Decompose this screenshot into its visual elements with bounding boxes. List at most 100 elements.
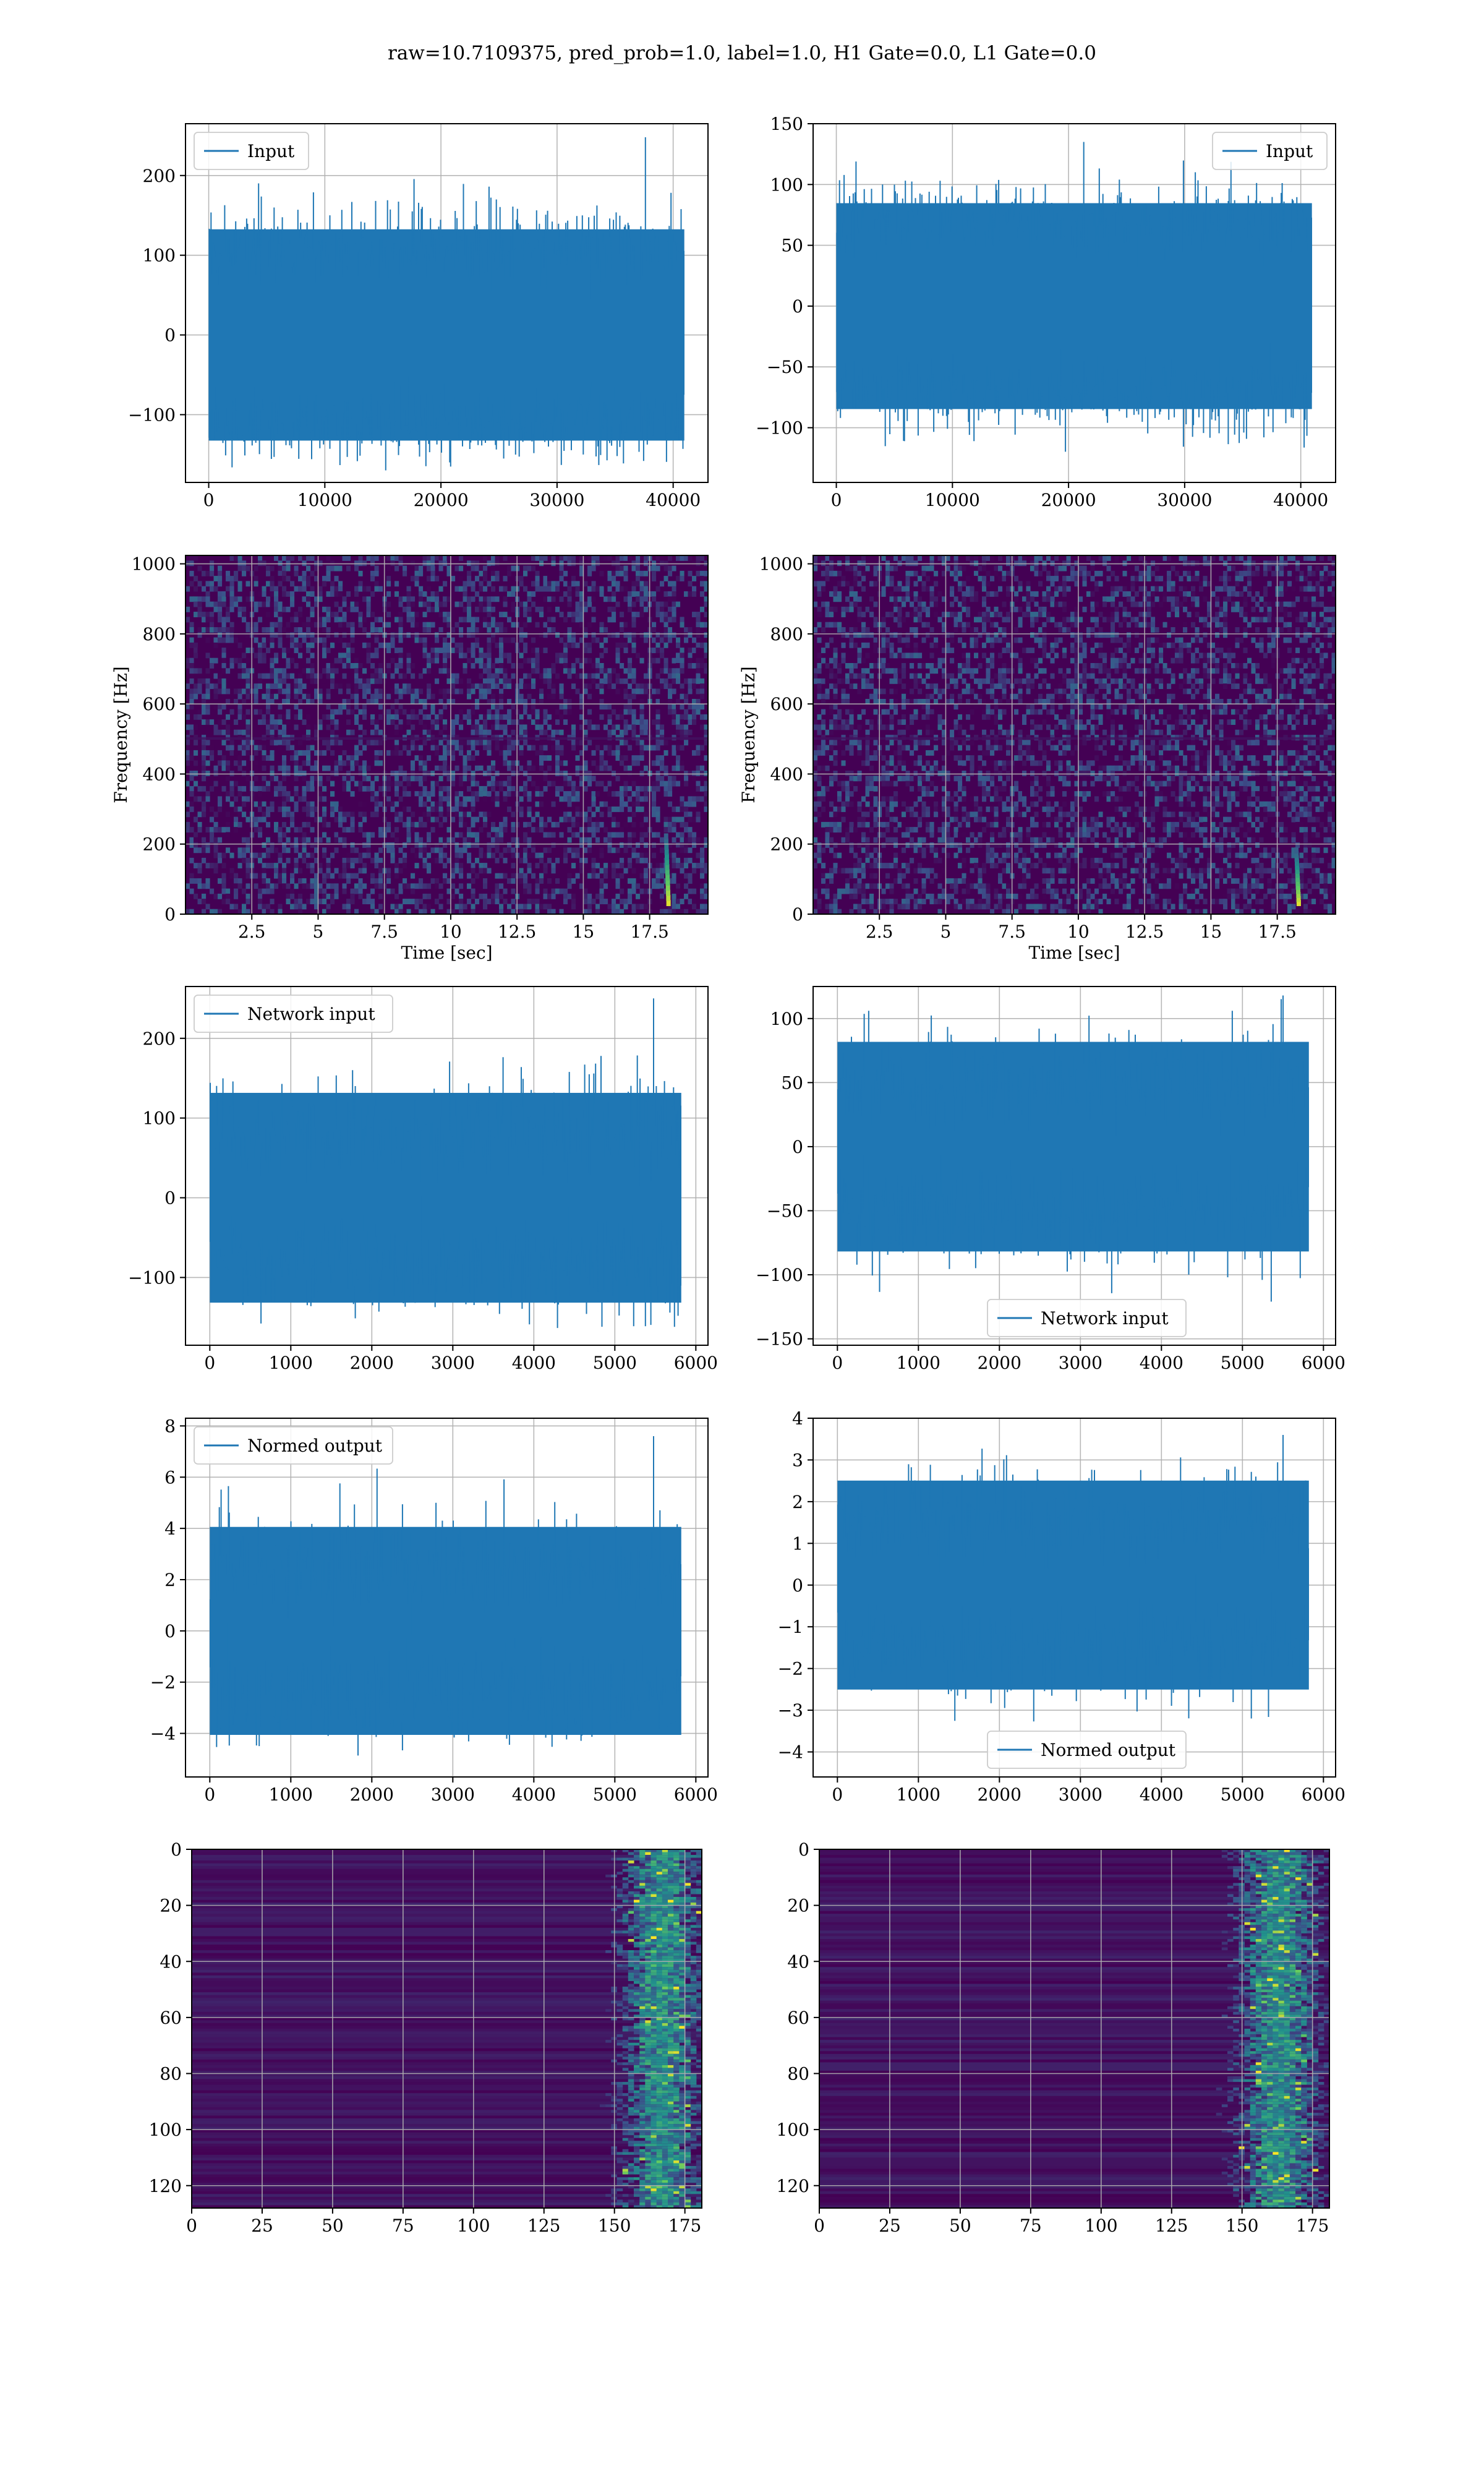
spectrogram-h1-cell	[205, 771, 210, 776]
spectrogram-l1-cell	[873, 811, 878, 818]
spectrogram-h1-cell	[503, 821, 508, 828]
spectrogram-l1-cell	[837, 678, 842, 684]
spectrogram-h1-cell	[197, 827, 202, 833]
spectrogram-h1-cell	[543, 893, 548, 899]
spectrogram-l1-cell	[885, 837, 890, 843]
spectrogram-l1-cell	[853, 868, 858, 874]
spectrogram-h1-cell	[459, 688, 464, 695]
spectrogram-h1-cell	[403, 821, 407, 828]
spectrogram-h1-cell	[595, 683, 600, 689]
spectrogram-h1-cell	[334, 637, 339, 643]
spectrogram-h1-cell	[330, 883, 335, 889]
spectrogram-h1-cell	[310, 785, 315, 792]
spectrogram-h1-cell	[487, 622, 492, 628]
spectrogram-h1-cell	[386, 842, 391, 848]
spectrogram-h1-chirp-cell	[664, 843, 669, 850]
spectrogram-h1-cell	[302, 596, 307, 602]
spectrogram-h1-cell	[483, 617, 488, 623]
spectrogram-h1-cell	[459, 863, 464, 868]
spectrogram-h1-cell	[350, 842, 355, 848]
spectrogram-h1-cell	[366, 785, 371, 792]
spectrogram-h1-cell	[186, 827, 190, 833]
spectrogram-h1-cell	[511, 704, 516, 710]
spectrogram-l1-cell	[861, 832, 866, 838]
spectrogram-l1-cell	[885, 811, 890, 818]
spectrogram-h1-cell	[234, 657, 239, 664]
spectrogram-h1-cell	[334, 601, 339, 607]
spectrogram-h1-cell	[676, 857, 681, 863]
spectrogram-h1-cell	[620, 755, 625, 761]
spectrogram-h1-cell	[483, 601, 488, 607]
spectrogram-h1-cell	[680, 760, 684, 766]
spectrogram-h1-cell	[394, 632, 399, 638]
spectrogram-h1-cell	[507, 745, 512, 751]
spectrogram-h1-cell	[390, 781, 395, 787]
spectrogram-h1-cell	[543, 581, 548, 587]
spectrogram-h1-cell	[543, 888, 548, 894]
spectrogram-h1-cell	[543, 771, 548, 776]
spectrogram-h1-cell	[660, 776, 665, 782]
spectrogram-h1-cell	[278, 765, 283, 771]
spectrogram-h1-cell	[692, 699, 697, 704]
spectrogram-l1-cell	[881, 765, 886, 771]
spectrogram-h1-cell	[571, 904, 576, 910]
spectrogram-h1-cell	[543, 745, 548, 751]
spectrogram-h1-cell	[229, 904, 234, 910]
spectrogram-h1-cell	[612, 581, 616, 587]
spectrogram-l1-xtick-label-5: 15	[1200, 922, 1222, 942]
spectrogram-h1-cell	[330, 807, 335, 812]
spectrogram-l1-cell	[873, 648, 878, 653]
spectrogram-h1-cell	[394, 565, 399, 571]
input-h1-ytick-label-2: 100	[143, 246, 176, 266]
spectrogram-h1-cell	[443, 750, 448, 756]
spectrogram-h1-cell	[242, 771, 247, 776]
spectrogram-h1-cell	[575, 816, 580, 823]
spectrogram-l1-cell	[857, 740, 862, 746]
spectrogram-l1-cell	[833, 653, 838, 659]
spectrogram-h1-cell	[342, 565, 347, 571]
spectrogram-l1-cell	[869, 612, 874, 617]
spectrogram-h1-cell	[186, 724, 190, 730]
spectrogram-h1-cell	[676, 745, 681, 751]
spectrogram-h1-cell	[663, 576, 668, 581]
spectrogram-l1-cell	[841, 837, 846, 843]
spectrogram-h1-cell	[655, 648, 660, 653]
spectrogram-h1-cell	[242, 904, 247, 910]
spectrogram-h1-cell	[318, 899, 323, 904]
spectrogram-h1-cell	[221, 878, 226, 884]
spectrogram-h1-cell	[684, 847, 689, 854]
spectrogram-l1-cell	[861, 760, 866, 766]
spectrogram-h1-cell	[511, 771, 516, 776]
spectrogram-h1-cell	[427, 883, 432, 889]
spectrogram-h1-cell	[499, 668, 504, 674]
spectrogram-h1-cell	[471, 868, 475, 874]
spectrogram-h1-cell	[692, 888, 697, 894]
spectrogram-h1-cell	[559, 714, 564, 720]
spectrogram-h1-cell	[483, 668, 488, 674]
spectrogram-h1-cell	[644, 724, 649, 730]
spectrogram-h1-cell	[599, 760, 604, 766]
spectrogram-h1-cell	[471, 745, 475, 751]
spectrogram-l1-cell	[873, 821, 878, 828]
spectrogram-h1-cell	[483, 899, 488, 904]
spectrogram-h1-cell	[294, 617, 299, 623]
spectrogram-h1-cell	[218, 857, 223, 863]
spectrogram-h1-cell	[663, 750, 668, 756]
spectrogram-h1-cell	[430, 606, 435, 612]
spectrogram-h1-cell	[684, 781, 689, 787]
spectrogram-h1-cell	[636, 560, 641, 567]
spectrogram-h1-cell	[354, 591, 359, 597]
spectrogram-h1-cell	[543, 785, 548, 792]
spectrogram-h1-cell	[567, 873, 572, 879]
spectrogram-l1-cell	[841, 888, 846, 894]
spectrogram-h1-cell	[471, 807, 475, 812]
spectrogram-h1-cell	[535, 863, 540, 868]
spectrogram-h1-cell	[406, 821, 411, 828]
spectrogram-h1-cell	[676, 888, 681, 894]
spectrogram-h1-cell	[270, 740, 275, 746]
spectrogram-h1-cell	[567, 601, 572, 607]
spectrogram-l1-cell	[889, 771, 894, 776]
spectrogram-h1-cell	[189, 657, 194, 664]
spectrogram-h1-cell	[245, 863, 250, 868]
spectrogram-h1-cell	[491, 893, 496, 899]
